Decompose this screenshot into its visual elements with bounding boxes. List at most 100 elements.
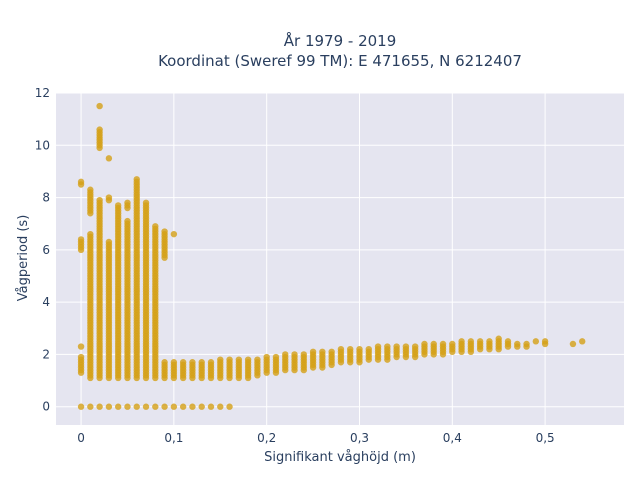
plot-area (56, 93, 624, 425)
y-tick-label: 12 (35, 86, 50, 100)
x-axis-title: Signifikant våghöjd (m) (264, 450, 416, 465)
data-point (384, 343, 391, 350)
y-axis-ticks: 0 2 4 6 8 10 12 (35, 86, 50, 414)
data-point (532, 338, 540, 345)
data-point (319, 348, 326, 356)
x-tick-label: 0,5 (536, 431, 555, 445)
data-point (161, 359, 168, 366)
gridlines (56, 92, 624, 425)
data-point (495, 335, 502, 342)
data-point (365, 345, 372, 353)
data-point (105, 238, 113, 246)
x-tick-label: 0,4 (443, 431, 462, 445)
data-point (356, 345, 363, 353)
data-point (374, 343, 382, 350)
x-tick-label: 0 (77, 431, 85, 445)
data-point (161, 403, 168, 410)
data-point (449, 340, 456, 348)
data-point (96, 403, 103, 410)
data-point (152, 223, 159, 230)
data-point (439, 340, 447, 348)
data-point (393, 343, 400, 350)
data-point (170, 230, 178, 238)
data-point (421, 340, 428, 348)
data-point (523, 340, 530, 348)
data-points (77, 102, 586, 410)
x-tick-label: 0,3 (350, 431, 369, 445)
data-point (217, 403, 224, 410)
data-point (337, 345, 345, 353)
data-point (170, 359, 178, 366)
data-point (77, 343, 85, 350)
data-point (244, 356, 252, 363)
data-point (226, 403, 233, 410)
x-tick-label: 0,1 (164, 431, 183, 445)
data-point (541, 338, 549, 345)
data-point (402, 343, 410, 350)
data-point (133, 403, 140, 410)
y-tick-label: 0 (42, 400, 50, 414)
data-point (254, 356, 261, 363)
data-point (217, 356, 224, 363)
data-point (105, 403, 113, 410)
data-point (207, 403, 215, 410)
y-tick-label: 6 (42, 243, 50, 257)
y-tick-label: 2 (42, 347, 50, 361)
data-point (328, 348, 335, 356)
data-point (133, 176, 140, 183)
data-point (235, 356, 243, 363)
data-point (77, 178, 85, 186)
data-point (263, 353, 270, 361)
data-point (579, 338, 586, 345)
data-point (152, 403, 159, 410)
data-point (142, 403, 150, 410)
data-point (309, 348, 317, 356)
data-point (514, 340, 521, 348)
data-point (124, 403, 131, 410)
data-point (96, 126, 103, 133)
data-point (430, 340, 437, 348)
data-point (226, 356, 233, 363)
data-point (124, 199, 131, 206)
data-point (467, 338, 475, 345)
data-point (272, 353, 280, 361)
data-point (105, 155, 113, 162)
data-point (198, 403, 205, 410)
data-point (347, 345, 354, 353)
data-point (87, 186, 94, 193)
data-point (105, 194, 113, 201)
y-tick-label: 4 (42, 295, 50, 309)
data-point (77, 353, 85, 361)
data-point (87, 230, 94, 238)
data-point (569, 340, 577, 348)
data-point (77, 403, 85, 410)
data-point (170, 403, 178, 410)
chart-title-line2: Koordinat (Sweref 99 TM): E 471655, N 62… (158, 52, 522, 70)
data-point (87, 403, 94, 410)
data-point (189, 403, 196, 410)
data-point (96, 102, 103, 110)
x-axis-ticks: 0 0,1 0,2 0,3 0,4 0,5 (77, 431, 554, 445)
data-point (161, 228, 168, 235)
data-point (411, 343, 419, 350)
data-point (207, 359, 215, 366)
data-point (476, 338, 484, 345)
data-point (504, 338, 512, 345)
data-point (282, 351, 289, 358)
x-tick-label: 0,2 (257, 431, 276, 445)
data-point (300, 351, 308, 358)
data-point (198, 359, 205, 366)
data-point (189, 359, 196, 366)
data-point (179, 359, 187, 366)
chart-title-line1: År 1979 - 2019 (284, 31, 397, 50)
data-point (124, 217, 131, 225)
data-point (114, 202, 122, 209)
data-point (77, 236, 85, 243)
y-tick-label: 10 (35, 138, 50, 152)
y-axis-title: Vågperiod (s) (16, 215, 31, 302)
data-point (114, 403, 122, 410)
data-point (179, 403, 187, 410)
data-point (96, 196, 103, 204)
data-point (458, 338, 465, 345)
